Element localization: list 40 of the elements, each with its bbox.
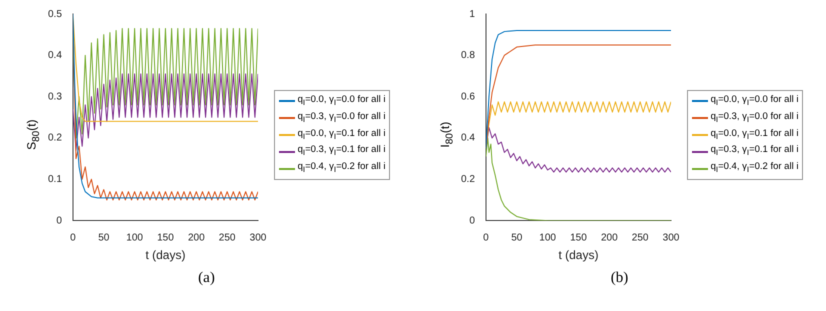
y-tick-label: 0.2 [460, 174, 475, 186]
x-tick-label: 250 [631, 232, 648, 244]
legend-label: q$_{I}$=0.4, γ$_{I}$=0.2 for all i [710, 160, 798, 176]
x-tick-label: 150 [570, 232, 587, 244]
legend-label: q$_{I}$=0.3, γ$_{I}$=0.0 for all i [710, 110, 798, 126]
legend-label: q$_{I}$=0.0, γ$_{I}$=0.0 for all i [710, 92, 798, 109]
y-tick-label: 0 [56, 215, 62, 226]
x-tick-label: 0 [70, 232, 76, 244]
x-tick-label: 300 [662, 232, 680, 244]
x-axis-title: t (days) [558, 248, 598, 262]
y-tick-label: 0.4 [48, 50, 62, 62]
x-tick-label: 250 [218, 232, 236, 244]
legend-label: q$_{I}$=0.0, γ$_{I}$=0.0 for all i [298, 92, 386, 109]
x-tick-label: 100 [538, 232, 556, 244]
y-tick-label: 1 [468, 8, 475, 20]
y-tick-label: 0.2 [48, 132, 62, 144]
text: (b) [610, 270, 628, 287]
legend-label: q$_{I}$=0.0, γ$_{I}$=0.1 for all i [710, 126, 798, 142]
x-tick-label: 200 [600, 232, 618, 244]
y-tick-label: 0 [468, 215, 475, 226]
y-tick-label: 0.8 [460, 50, 475, 62]
y-tick-label: 0.3 [48, 91, 62, 102]
legend-label: q$_{I}$=0.4, γ$_{I}$=0.2 for all i [298, 160, 386, 176]
y-tick-label: 0.5 [48, 8, 62, 20]
y-tick-label: 0.1 [48, 174, 62, 186]
x-tick-label: 0 [482, 232, 489, 244]
x-tick-label: 150 [156, 232, 174, 244]
x-tick-label: 200 [188, 232, 205, 244]
y-tick-label: 0.6 [460, 91, 475, 102]
x-tick-label: 100 [126, 232, 143, 244]
x-tick-label: 50 [510, 232, 522, 244]
legend-label: q$_{I}$=0.3, γ$_{I}$=0.1 for all i [710, 143, 798, 160]
text: (a) [198, 270, 215, 287]
legend-label: q$_{I}$=0.3, γ$_{I}$=0.0 for all i [298, 110, 386, 126]
y-tick-label: 0.4 [460, 132, 475, 144]
legend-label: q$_{I}$=0.3, γ$_{I}$=0.1 for all i [298, 143, 386, 160]
legend-label: q$_{I}$=0.0, γ$_{I}$=0.1 for all i [298, 126, 386, 142]
x-tick-label: 300 [249, 232, 266, 244]
x-axis-title: t (days) [145, 248, 186, 262]
x-tick-label: 50 [98, 232, 110, 244]
